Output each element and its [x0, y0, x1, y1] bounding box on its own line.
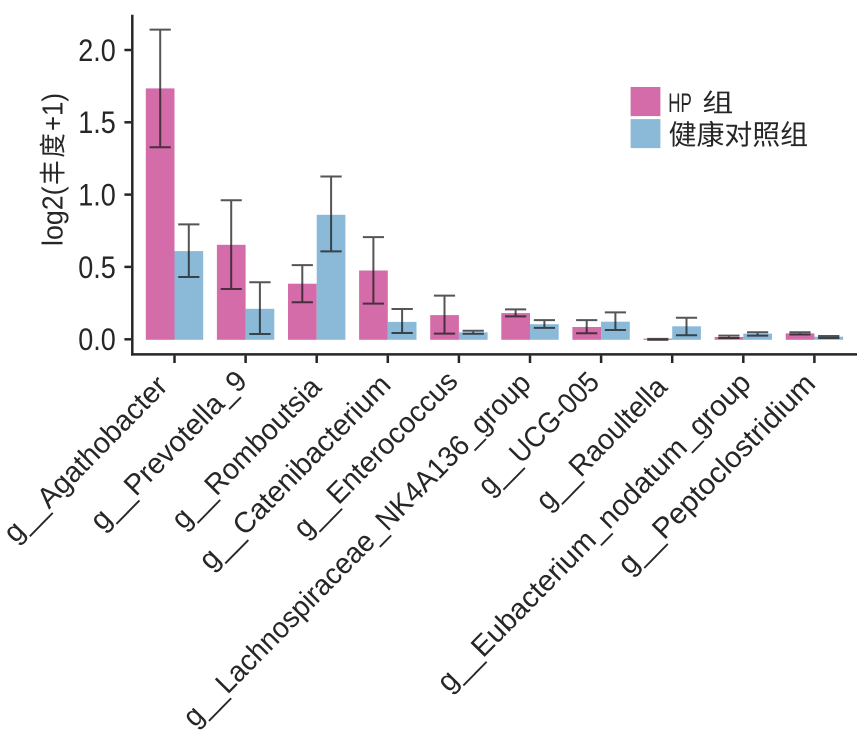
svg-text:2.0: 2.0: [78, 32, 116, 68]
svg-text:log2(: log2(: [37, 186, 69, 246]
svg-text:1.5: 1.5: [78, 104, 116, 140]
svg-text:0.5: 0.5: [78, 249, 116, 285]
svg-text:HP: HP: [668, 88, 692, 118]
svg-text:+1): +1): [37, 93, 69, 131]
svg-text:0.0: 0.0: [78, 321, 116, 357]
svg-text:1.0: 1.0: [78, 177, 116, 213]
